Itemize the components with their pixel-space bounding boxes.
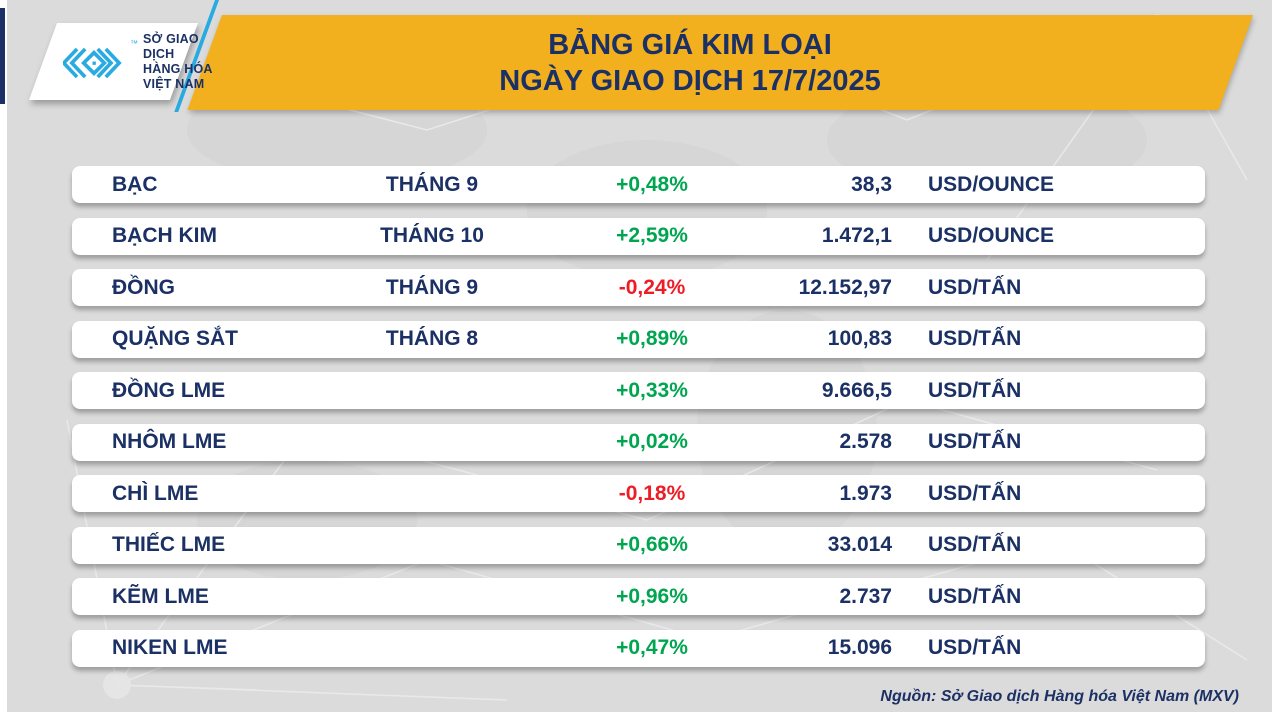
logo-text-line-1: SỞ GIAO DỊCH — [143, 31, 199, 61]
price-unit: USD/TẤN — [928, 378, 1022, 402]
commodity-name: THIẾC LME — [112, 533, 226, 556]
table-row: ĐỒNG LME +0,33% 9.666,5 USD/TẤN — [72, 372, 1205, 409]
table-row: BẠC THÁNG 9 +0,48% 38,3 USD/OUNCE — [72, 166, 1205, 203]
commodity-name: QUẶNG SẮT — [112, 327, 238, 350]
percent-change: +2,59% — [616, 224, 688, 247]
table-row: QUẶNG SẮT THÁNG 8 +0,89% 100,83 USD/TẤN — [72, 320, 1205, 358]
trademark-symbol: ™ — [130, 39, 138, 48]
percent-change: +0,02% — [616, 430, 688, 453]
price-value: 2.737 — [839, 584, 892, 608]
percent-change: +0,89% — [616, 327, 688, 350]
price-unit: USD/TẤN — [928, 533, 1022, 556]
percent-change: +0,47% — [616, 636, 688, 659]
left-accent-bar — [0, 8, 5, 104]
price-value: 15.096 — [827, 636, 892, 659]
page-title: BẢNG GIÁ KIM LOẠI NGÀY GIAO DỊCH 17/7/20… — [260, 15, 1120, 110]
contract-month: THÁNG 10 — [380, 224, 484, 247]
table-row: THIẾC LME +0,66% 33.014 USD/TẤN — [72, 526, 1205, 564]
mxv-logo-text: SỞ GIAO DỊCH HÀNG HÓA VIỆT NAM — [143, 32, 217, 92]
commodity-name: KẼM LME — [112, 584, 209, 608]
title-line-2: NGÀY GIAO DỊCH 17/7/2025 — [499, 64, 881, 97]
price-unit: USD/TẤN — [928, 481, 1022, 505]
commodity-name: CHÌ LME — [112, 481, 199, 505]
table-row: KẼM LME +0,96% 2.737 USD/TẤN — [72, 578, 1205, 615]
commodity-name: BẠCH KIM — [112, 224, 217, 247]
price-unit: USD/TẤN — [928, 636, 1022, 659]
price-unit: USD/TẤN — [928, 584, 1022, 608]
percent-change: +0,66% — [616, 533, 688, 556]
mxv-logo-plate: ™ SỞ GIAO DỊCH HÀNG HÓA VIỆT NAM — [28, 23, 213, 100]
source-caption: Nguồn: Sở Giao dịch Hàng hóa Việt Nam (M… — [880, 688, 1239, 705]
price-unit: USD/TẤN — [928, 430, 1022, 453]
commodity-name: NIKEN LME — [112, 636, 228, 659]
table-row: ĐỒNG THÁNG 9 -0,24% 12.152,97 USD/TẤN — [72, 269, 1205, 306]
commodity-name: NHÔM LME — [112, 430, 227, 453]
price-value: 1.472,1 — [821, 224, 892, 247]
percent-change: +0,96% — [616, 584, 688, 608]
price-value: 38,3 — [851, 172, 892, 196]
mxv-logo-icon — [63, 47, 122, 78]
title-line-1: BẢNG GIÁ KIM LOẠI — [548, 28, 832, 61]
price-value: 1.973 — [839, 481, 892, 505]
percent-change: -0,24% — [618, 275, 686, 299]
price-value: 2.578 — [839, 430, 892, 453]
table-row: BẠCH KIM THÁNG 10 +2,59% 1.472,1 USD/OUN… — [72, 217, 1205, 255]
contract-month: THÁNG 9 — [385, 172, 479, 196]
table-row: NHÔM LME +0,02% 2.578 USD/TẤN — [72, 423, 1205, 461]
contract-month: THÁNG 8 — [385, 327, 479, 350]
percent-change: +0,48% — [616, 172, 688, 196]
price-unit: USD/OUNCE — [928, 172, 1055, 196]
price-value: 33.014 — [827, 533, 892, 556]
percent-change: +0,33% — [616, 378, 688, 402]
price-value: 12.152,97 — [798, 275, 892, 299]
contract-month: THÁNG 9 — [385, 275, 479, 299]
logo-text-line-3: VIỆT NAM — [143, 76, 205, 91]
commodity-name: ĐỒNG — [112, 275, 175, 299]
price-table: BẠC THÁNG 9 +0,48% 38,3 USD/OUNCE BẠCH K… — [72, 166, 1205, 681]
price-value: 9.666,5 — [821, 378, 892, 402]
price-unit: USD/OUNCE — [928, 224, 1055, 247]
price-value: 100,83 — [827, 327, 892, 350]
mxv-logo-content: ™ SỞ GIAO DỊCH HÀNG HÓA VIỆT NAM — [57, 23, 217, 100]
logo-text-line-2: HÀNG HÓA — [143, 61, 213, 76]
percent-change: -0,18% — [618, 481, 686, 505]
price-unit: USD/TẤN — [928, 327, 1022, 350]
commodity-name: BẠC — [112, 172, 158, 196]
table-row: CHÌ LME -0,18% 1.973 USD/TẤN — [72, 475, 1205, 512]
price-unit: USD/TẤN — [928, 275, 1022, 299]
table-row: NIKEN LME +0,47% 15.096 USD/TẤN — [72, 629, 1205, 667]
commodity-name: ĐỒNG LME — [112, 378, 226, 402]
